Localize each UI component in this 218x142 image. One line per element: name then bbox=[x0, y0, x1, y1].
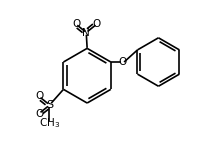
Text: O: O bbox=[35, 91, 43, 101]
Text: O: O bbox=[72, 19, 80, 29]
Text: O: O bbox=[118, 57, 127, 67]
Text: N: N bbox=[82, 28, 90, 38]
Text: S: S bbox=[46, 100, 53, 110]
Text: O: O bbox=[92, 19, 101, 29]
Text: CH$_3$: CH$_3$ bbox=[39, 116, 60, 130]
Text: O: O bbox=[35, 109, 43, 119]
